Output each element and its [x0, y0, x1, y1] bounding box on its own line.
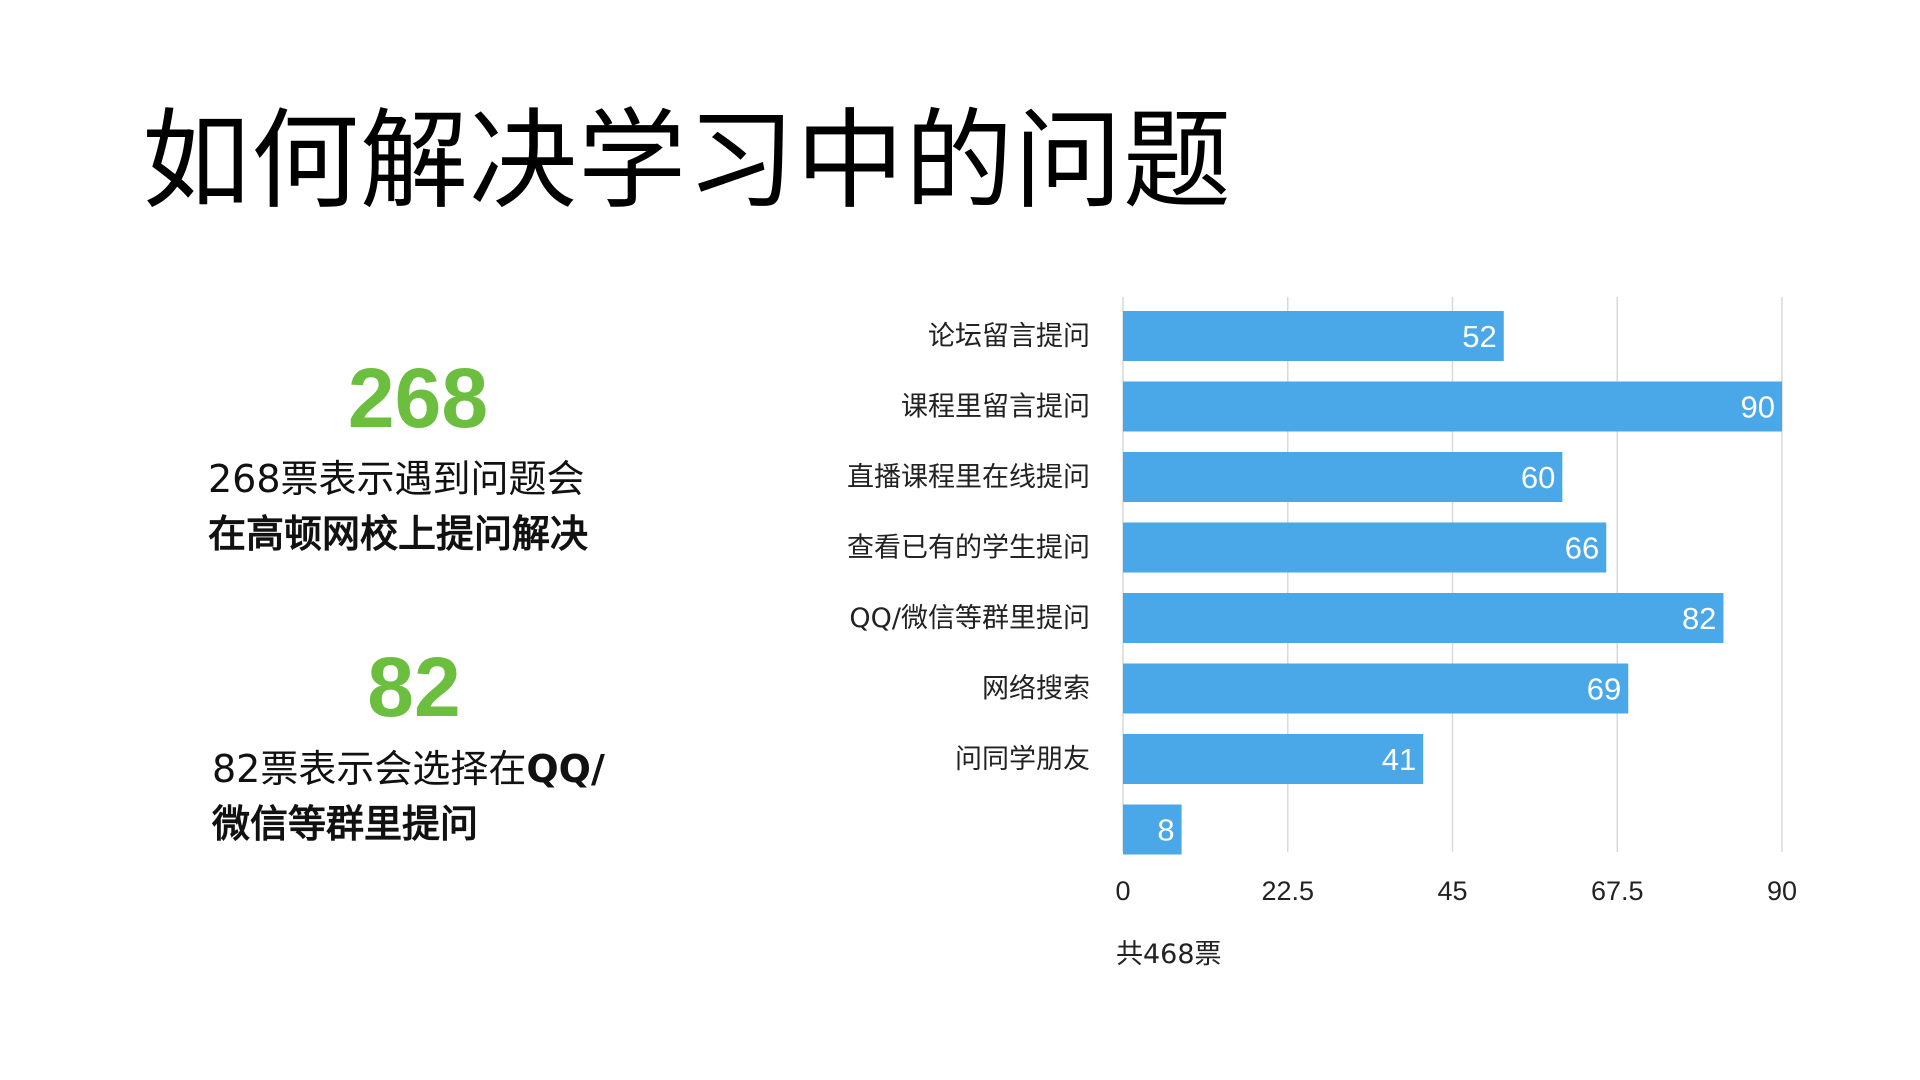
x-tick-label: 90 [1767, 876, 1797, 906]
bar-value-label: 41 [1382, 742, 1416, 777]
bar [1123, 804, 1182, 855]
stat2-description-bold: QQ/ [526, 747, 605, 791]
x-tick-label: 45 [1437, 876, 1467, 906]
stat1-description-line1: 268票表示遇到问题会 [208, 457, 585, 501]
stat-number-82: 82 [367, 640, 461, 734]
stat2-description-prefix: 82票表示会选择在 [212, 747, 527, 791]
stat1-description-line2: 在高顿网校上提问解决 [208, 512, 589, 556]
bar-value-label: 8 [1157, 813, 1174, 848]
stat-number-268: 268 [347, 351, 489, 445]
stat2-description-line1: 82票表示会选择在QQ/ [212, 747, 605, 791]
stat2-description-line2: 微信等群里提问 [212, 802, 479, 846]
bar [1123, 522, 1607, 573]
category-label: 网络搜索 [982, 674, 1090, 705]
slide-title: 如何解决学习中的问题 [142, 99, 1233, 224]
category-label: 直播课程里在线提问 [847, 462, 1090, 493]
bar [1123, 311, 1504, 361]
bar [1123, 734, 1424, 784]
bar-value-label: 66 [1565, 531, 1599, 566]
bar [1123, 593, 1724, 643]
category-label: QQ/微信等群里提问 [849, 603, 1090, 634]
bar-value-label: 69 [1587, 672, 1621, 707]
bar [1123, 381, 1782, 432]
x-axis-label: 共468票 [1116, 939, 1222, 970]
category-label: 论坛留言提问 [928, 321, 1090, 352]
category-label: 课程里留言提问 [901, 392, 1090, 423]
x-tick-label: 22.5 [1261, 876, 1314, 906]
x-tick-label: 0 [1115, 876, 1130, 906]
category-label: 问同学朋友 [955, 744, 1090, 775]
category-label: 查看已有的学生提问 [847, 533, 1090, 564]
bar [1123, 452, 1563, 502]
bar-value-label: 52 [1462, 319, 1496, 354]
bar-value-label: 82 [1682, 601, 1716, 636]
bar [1123, 663, 1629, 714]
x-tick-label: 67.5 [1591, 876, 1644, 906]
bar-value-label: 60 [1521, 460, 1555, 495]
bar-value-label: 90 [1741, 390, 1775, 425]
